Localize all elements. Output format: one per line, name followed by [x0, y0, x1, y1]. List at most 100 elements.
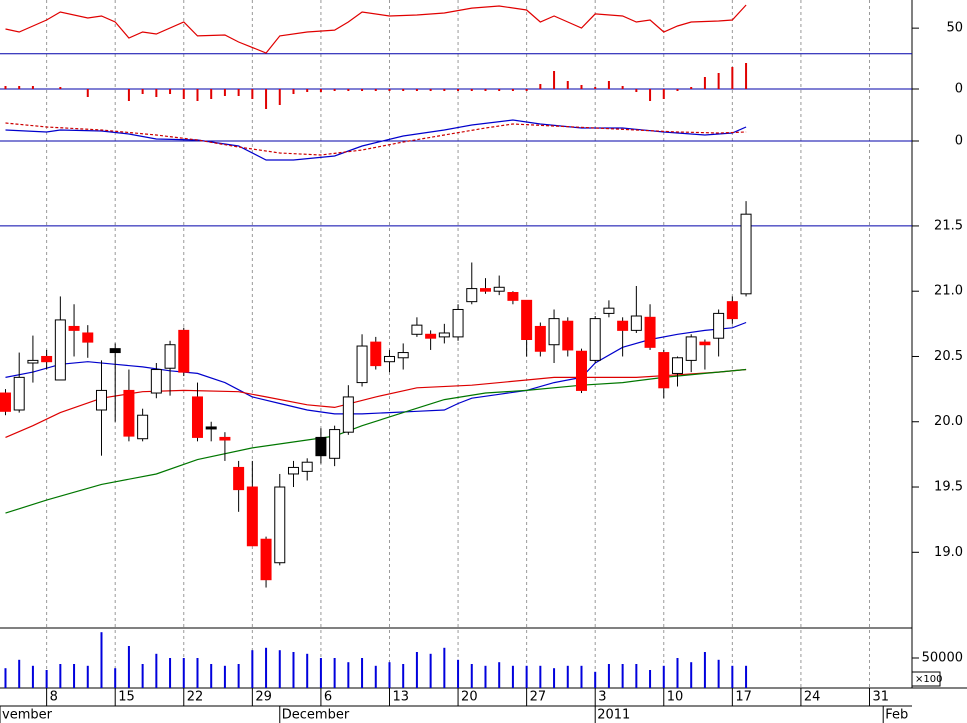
bar [114, 668, 117, 688]
bar [141, 664, 144, 688]
bar [443, 89, 446, 91]
month-label: vember [2, 708, 53, 723]
bar [621, 664, 624, 688]
bar [511, 89, 514, 91]
bar [388, 89, 391, 91]
bar [155, 89, 158, 97]
y-tick-label: 19.0 [934, 545, 963, 560]
bar [457, 89, 460, 91]
candle-body [233, 466, 245, 491]
candle-body [479, 288, 491, 292]
bar [347, 89, 350, 91]
bar [347, 662, 350, 688]
bar [457, 659, 460, 688]
bar [607, 664, 610, 688]
bar [731, 67, 734, 89]
candle-body [466, 288, 478, 303]
candle-body [109, 348, 121, 354]
bar [292, 89, 295, 94]
x-tick-label: 3 [598, 690, 606, 705]
bar [470, 89, 473, 91]
bar [251, 650, 254, 688]
bar [717, 659, 720, 688]
x-tick-label: 27 [530, 690, 547, 705]
bar [45, 670, 48, 688]
bar [182, 89, 185, 99]
candle-body [630, 315, 642, 331]
bar [498, 89, 501, 91]
line-series [5, 368, 747, 438]
candle-body [685, 336, 697, 361]
bar [361, 89, 364, 91]
y-tick-label: 0 [955, 134, 963, 149]
x-tick-label: 10 [667, 690, 684, 705]
bar [278, 650, 281, 688]
bar [223, 665, 226, 688]
candle-body [191, 396, 203, 438]
candle-body [383, 355, 395, 363]
bar [319, 89, 322, 92]
bar [703, 652, 706, 688]
bar [511, 665, 514, 688]
bar [388, 662, 391, 688]
bar [4, 86, 7, 89]
candle-body [329, 429, 341, 459]
bar [18, 659, 21, 688]
bar [525, 665, 528, 688]
bar [210, 89, 213, 99]
bar [237, 89, 240, 96]
bar [196, 658, 199, 688]
bar [374, 665, 377, 688]
month-label: Feb [885, 708, 908, 723]
bar [155, 653, 158, 688]
bar [237, 664, 240, 688]
bar [251, 89, 254, 99]
bar [415, 652, 418, 688]
candle-body [370, 341, 382, 367]
candle-body [438, 332, 450, 338]
unit-label: ×100 [915, 674, 942, 685]
candle-body [164, 344, 176, 369]
bar [676, 658, 679, 688]
bar [745, 665, 748, 688]
bar [223, 89, 226, 96]
candle-body [82, 332, 94, 343]
bar [31, 86, 34, 89]
candle-body [178, 329, 190, 373]
bar [621, 86, 624, 89]
candle-body [452, 308, 464, 338]
bar [745, 63, 748, 89]
candle-body [740, 213, 752, 295]
line-series [5, 122, 747, 156]
bar [498, 662, 501, 688]
candle-body [548, 318, 560, 346]
bar [429, 89, 432, 91]
y-tick-label: 21.0 [934, 284, 963, 299]
bar [690, 87, 693, 89]
x-tick-label: 8 [50, 690, 58, 705]
candle-body [274, 486, 286, 564]
bar [141, 89, 144, 94]
candle-body [0, 392, 11, 412]
line-series [5, 321, 747, 415]
candle-body [41, 355, 53, 363]
bar [594, 87, 597, 89]
bar [607, 81, 610, 89]
bar [443, 647, 446, 688]
bar [649, 670, 652, 688]
candle-body [137, 414, 149, 440]
x-tick-label: 6 [324, 690, 332, 705]
bar [86, 665, 89, 688]
candle-body [575, 350, 587, 391]
bar [278, 89, 281, 105]
candle-body [493, 286, 505, 292]
bar [182, 658, 185, 688]
y-tick-label: 0 [955, 82, 963, 97]
bar [169, 89, 172, 94]
candle-body [27, 359, 39, 364]
candle-body [507, 292, 519, 301]
candle-body [315, 436, 327, 457]
candle-body [205, 426, 217, 430]
candle-body [603, 307, 615, 314]
